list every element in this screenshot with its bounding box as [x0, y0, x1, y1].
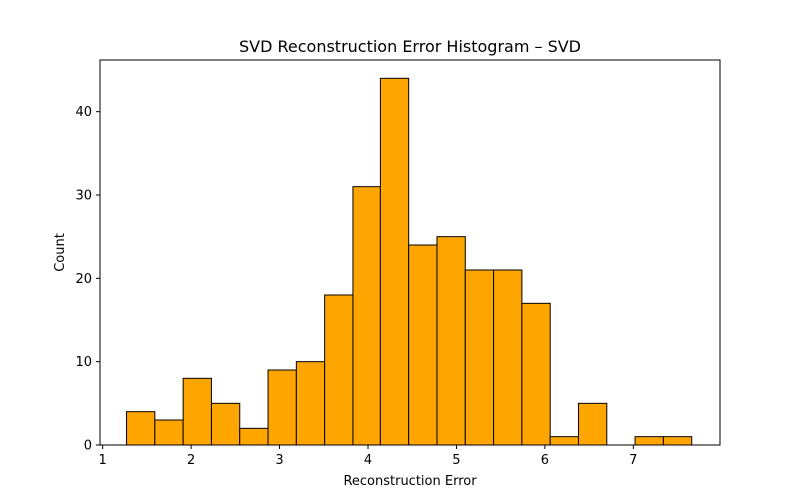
histogram-bar [408, 244, 438, 446]
plot-area-frame [99, 59, 721, 446]
chart-title: SVD Reconstruction Error Histogram – SVD [239, 37, 581, 56]
y-tick-label: 40 [75, 105, 92, 120]
histogram-bar [436, 236, 466, 446]
x-axis-label: Reconstruction Error [343, 474, 477, 489]
x-axis: 1 2 3 4 5 6 7 [99, 445, 637, 468]
histogram-bar [182, 377, 212, 446]
x-tick-label: 1 [99, 453, 107, 468]
histogram-bar [577, 402, 608, 446]
y-tick-label: 0 [84, 439, 92, 454]
histogram-bar [634, 436, 664, 446]
histogram-bar [267, 369, 297, 446]
x-tick-label: 7 [629, 453, 637, 468]
histogram-bar [464, 269, 495, 446]
x-tick-label: 5 [452, 453, 460, 468]
y-tick-label: 30 [75, 189, 92, 204]
x-tick-label: 6 [541, 453, 549, 468]
histogram-bar [493, 269, 523, 446]
histogram-bar [239, 427, 269, 446]
x-tick-label: 3 [275, 453, 283, 468]
histogram-bar [521, 302, 551, 446]
histogram-bar [662, 436, 693, 446]
histogram-bar [379, 77, 410, 446]
x-tick-label: 4 [364, 453, 372, 468]
y-tick-label: 10 [75, 355, 92, 370]
bars-layer [126, 77, 693, 446]
histogram-bar [324, 294, 354, 446]
histogram-bar [352, 186, 381, 446]
x-tick-label: 2 [187, 453, 195, 468]
y-tick-label: 20 [75, 272, 92, 287]
histogram-bar [295, 361, 326, 446]
y-axis-label: Count [53, 233, 68, 272]
histogram-bar [549, 436, 579, 446]
y-axis: 0 10 20 30 40 [75, 105, 100, 454]
histogram-bar [210, 402, 241, 446]
histogram-bar [154, 419, 184, 446]
histogram-bar [126, 411, 156, 446]
